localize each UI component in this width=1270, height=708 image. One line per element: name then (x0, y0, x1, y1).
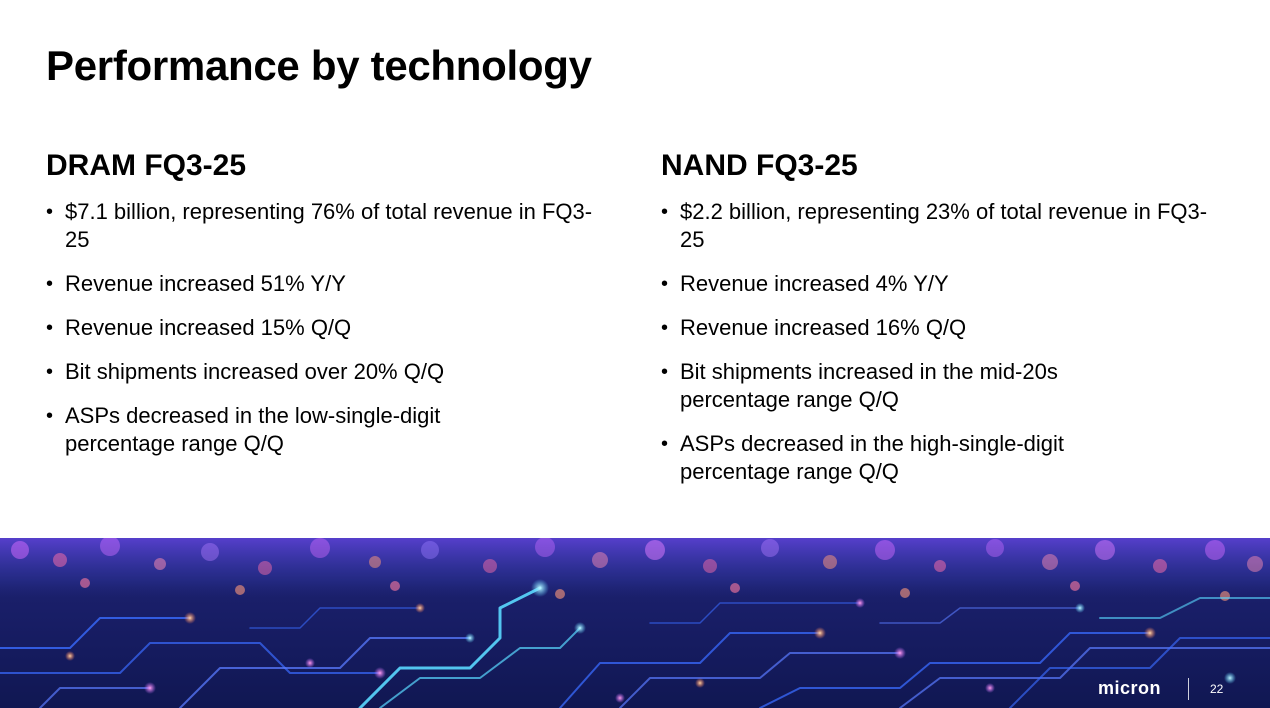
page-number: 22 (1210, 682, 1224, 696)
dram-bullet: ASPs decreased in the low-single-digit p… (46, 402, 495, 458)
dram-bullet: Revenue increased 51% Y/Y (46, 270, 606, 298)
dram-bullet-list: $7.1 billion, representing 76% of total … (46, 198, 606, 458)
dram-bullet: Bit shipments increased over 20% Q/Q (46, 358, 606, 386)
slide-title: Performance by technology (46, 42, 592, 89)
nand-bullet: ASPs decreased in the high-single-digit … (661, 430, 1120, 486)
nand-bullet: Revenue increased 4% Y/Y (661, 270, 1221, 298)
dram-heading: DRAM FQ3-25 (46, 149, 247, 182)
logo-divider (1188, 678, 1189, 700)
dram-bullet: Revenue increased 15% Q/Q (46, 314, 606, 342)
nand-heading: NAND FQ3-25 (661, 149, 858, 182)
nand-bullet: Bit shipments increased in the mid-20s p… (661, 358, 1120, 414)
dram-bullet: $7.1 billion, representing 76% of total … (46, 198, 606, 254)
dram-column: DRAM FQ3-25 $7.1 billion, representing 7… (46, 146, 606, 474)
nand-column: NAND FQ3-25 $2.2 billion, representing 2… (661, 146, 1221, 502)
nand-bullet: Revenue increased 16% Q/Q (661, 314, 1221, 342)
nand-bullet-list: $2.2 billion, representing 23% of total … (661, 198, 1221, 486)
circuit-banner-image (0, 538, 1270, 708)
circuit-board-graphic (0, 538, 1270, 708)
micron-logo: micron (1098, 678, 1162, 698)
nand-bullet: $2.2 billion, representing 23% of total … (661, 198, 1221, 254)
